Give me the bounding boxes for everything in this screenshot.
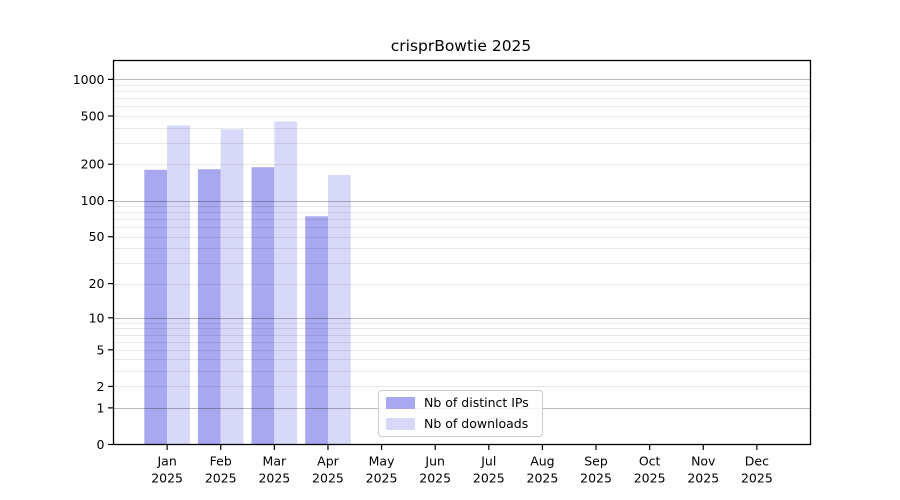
x-tick-label-month: Apr xyxy=(317,454,339,469)
x-tick-label-month: Aug xyxy=(530,454,554,469)
bar-downloads-mar xyxy=(274,121,298,445)
x-tick-label-month: Dec xyxy=(745,454,769,469)
legend-item-downloads: Nb of downloads xyxy=(386,415,534,431)
legend: Nb of distinct IPs Nb of downloads xyxy=(378,390,543,437)
bar-distinct-ips-apr xyxy=(305,216,328,445)
y-tick-label: 1 xyxy=(97,400,105,415)
legend-swatch-distinct-ips xyxy=(386,397,415,410)
x-tick-label-year: 2025 xyxy=(419,471,451,486)
y-tick-label: 1000 xyxy=(73,72,105,87)
x-tick-label-year: 2025 xyxy=(151,471,183,486)
x-tick-label-month: Jan xyxy=(156,454,176,469)
x-tick-label-year: 2025 xyxy=(527,471,559,486)
x-tick-label-month: Jul xyxy=(480,454,496,469)
x-tick-label-year: 2025 xyxy=(205,471,237,486)
x-tick-label-year: 2025 xyxy=(634,471,666,486)
legend-item-distinct-ips: Nb of distinct IPs xyxy=(386,395,534,410)
y-tick-label: 10 xyxy=(89,310,105,325)
bar-distinct-ips-mar xyxy=(251,167,275,445)
x-tick-label-year: 2025 xyxy=(580,471,612,486)
x-tick-label-month: Oct xyxy=(639,454,661,469)
x-tick-label-year: 2025 xyxy=(741,471,773,486)
x-tick-label-month: Jun xyxy=(424,454,445,469)
plot-frame xyxy=(112,59,812,446)
x-tick-label-month: Feb xyxy=(210,454,232,469)
bar-distinct-ips-jan xyxy=(144,169,168,445)
x-tick-label-year: 2025 xyxy=(258,471,290,486)
legend-label-downloads: Nb of downloads xyxy=(424,415,529,431)
bar-downloads-apr xyxy=(328,175,351,445)
y-tick-label: 200 xyxy=(81,157,105,172)
y-tick-label: 5 xyxy=(97,342,105,357)
x-tick-label-year: 2025 xyxy=(366,471,398,486)
x-tick-label-month: May xyxy=(369,454,395,469)
legend-swatch-downloads xyxy=(386,417,415,430)
bar-distinct-ips-feb xyxy=(197,169,221,445)
y-tick-label: 500 xyxy=(81,109,105,124)
bar-downloads-jan xyxy=(167,125,190,445)
y-tick-label: 50 xyxy=(89,229,105,244)
x-tick-label-year: 2025 xyxy=(687,471,719,486)
y-tick-label: 100 xyxy=(81,193,105,208)
x-tick-label-year: 2025 xyxy=(473,471,505,486)
y-tick-label: 2 xyxy=(97,379,105,394)
x-tick-label-month: Mar xyxy=(263,454,287,469)
y-tick-label: 20 xyxy=(89,276,105,291)
x-tick-label-month: Nov xyxy=(691,454,716,469)
bar-downloads-feb xyxy=(220,129,244,445)
y-tick-label: 0 xyxy=(97,437,105,452)
x-tick-label-month: Sep xyxy=(584,454,608,469)
x-tick-label-year: 2025 xyxy=(312,471,344,486)
legend-label-distinct-ips: Nb of distinct IPs xyxy=(424,395,529,410)
chart-title: crisprBowtie 2025 xyxy=(391,37,532,55)
